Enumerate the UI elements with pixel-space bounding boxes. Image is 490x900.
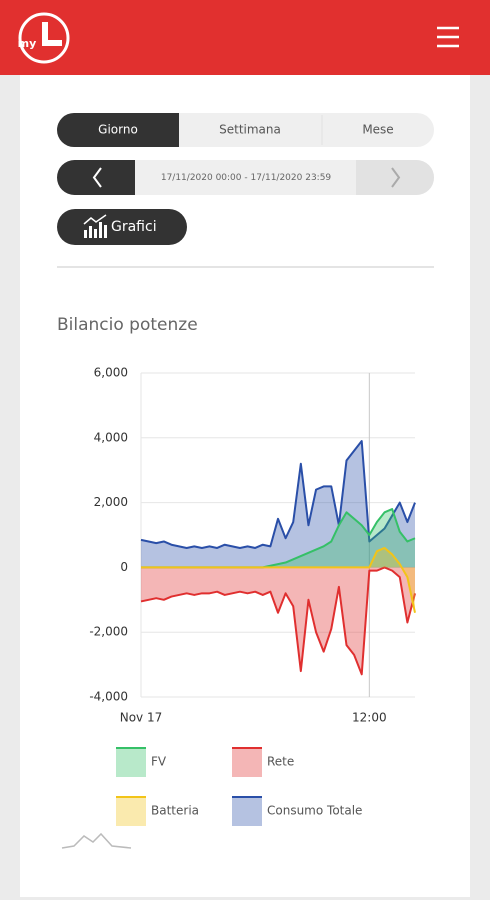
legend-label: Consumo Totale <box>267 804 362 818</box>
x-tick-label: Nov 17 <box>120 711 163 725</box>
series-line <box>140 566 416 676</box>
date-bar <box>57 160 434 195</box>
legend-swatch <box>116 747 146 777</box>
series-line <box>141 546 416 613</box>
prev-button[interactable] <box>57 160 136 195</box>
icon-bar <box>89 226 92 238</box>
icon-bar <box>99 222 102 238</box>
y-tick-label: -4,000 <box>89 690 128 704</box>
button-label: Grafici <box>111 219 157 235</box>
y-tick-label: 0 <box>120 560 128 574</box>
legend-item[interactable]: Batteria <box>116 796 199 826</box>
icon-bar <box>104 225 107 238</box>
chart-icon <box>83 214 107 238</box>
logo-ring <box>18 12 70 64</box>
next-button[interactable] <box>356 160 434 195</box>
legend-label: Batteria <box>151 804 199 818</box>
series-area <box>141 567 415 675</box>
series-area <box>141 509 415 568</box>
menu-button[interactable] <box>437 26 459 48</box>
tab[interactable]: Mese <box>362 123 393 137</box>
legend-swatch <box>232 796 262 826</box>
legend-label: Rete <box>267 755 294 769</box>
chart-title: Bilancio potenze <box>57 315 198 335</box>
legend-item[interactable]: Rete <box>232 747 294 777</box>
tab[interactable]: Settimana <box>219 123 281 137</box>
series-area <box>141 547 415 613</box>
tab-active[interactable] <box>57 113 179 147</box>
tab[interactable]: Giorno <box>98 123 138 137</box>
mini-navigator <box>61 832 132 849</box>
legend-label: FV <box>151 755 167 769</box>
logo-l <box>42 22 48 46</box>
y-tick-label: 6,000 <box>94 366 128 380</box>
next-icon <box>391 167 401 188</box>
y-tick-label: 2,000 <box>94 495 128 509</box>
legend-item[interactable]: FV <box>116 747 167 777</box>
logo-l <box>42 40 62 46</box>
plot: -4,000 -2,000 0 2,000 4,000 6,000 Nov 17 12:00 F… <box>89 366 416 826</box>
legend-swatch <box>116 796 146 826</box>
header <box>0 0 490 75</box>
y-tick-label: -2,000 <box>89 625 128 639</box>
legend-item[interactable]: Consumo Totale <box>232 796 362 826</box>
icon-bar <box>94 229 97 238</box>
icon-line <box>83 214 107 225</box>
date-range: 17/11/2020 00:00 - 17/11/2020 23:59 <box>161 173 332 183</box>
y-tick-label: 4,000 <box>94 430 128 444</box>
prev-icon <box>92 167 102 188</box>
logo[interactable]: my <box>18 12 70 64</box>
icon-bar <box>84 230 87 238</box>
x-tick-label: 12:00 <box>352 711 387 725</box>
legend-swatch <box>232 747 262 777</box>
series-area <box>141 441 415 568</box>
series-line <box>140 440 416 549</box>
logo-text: my <box>18 37 37 50</box>
